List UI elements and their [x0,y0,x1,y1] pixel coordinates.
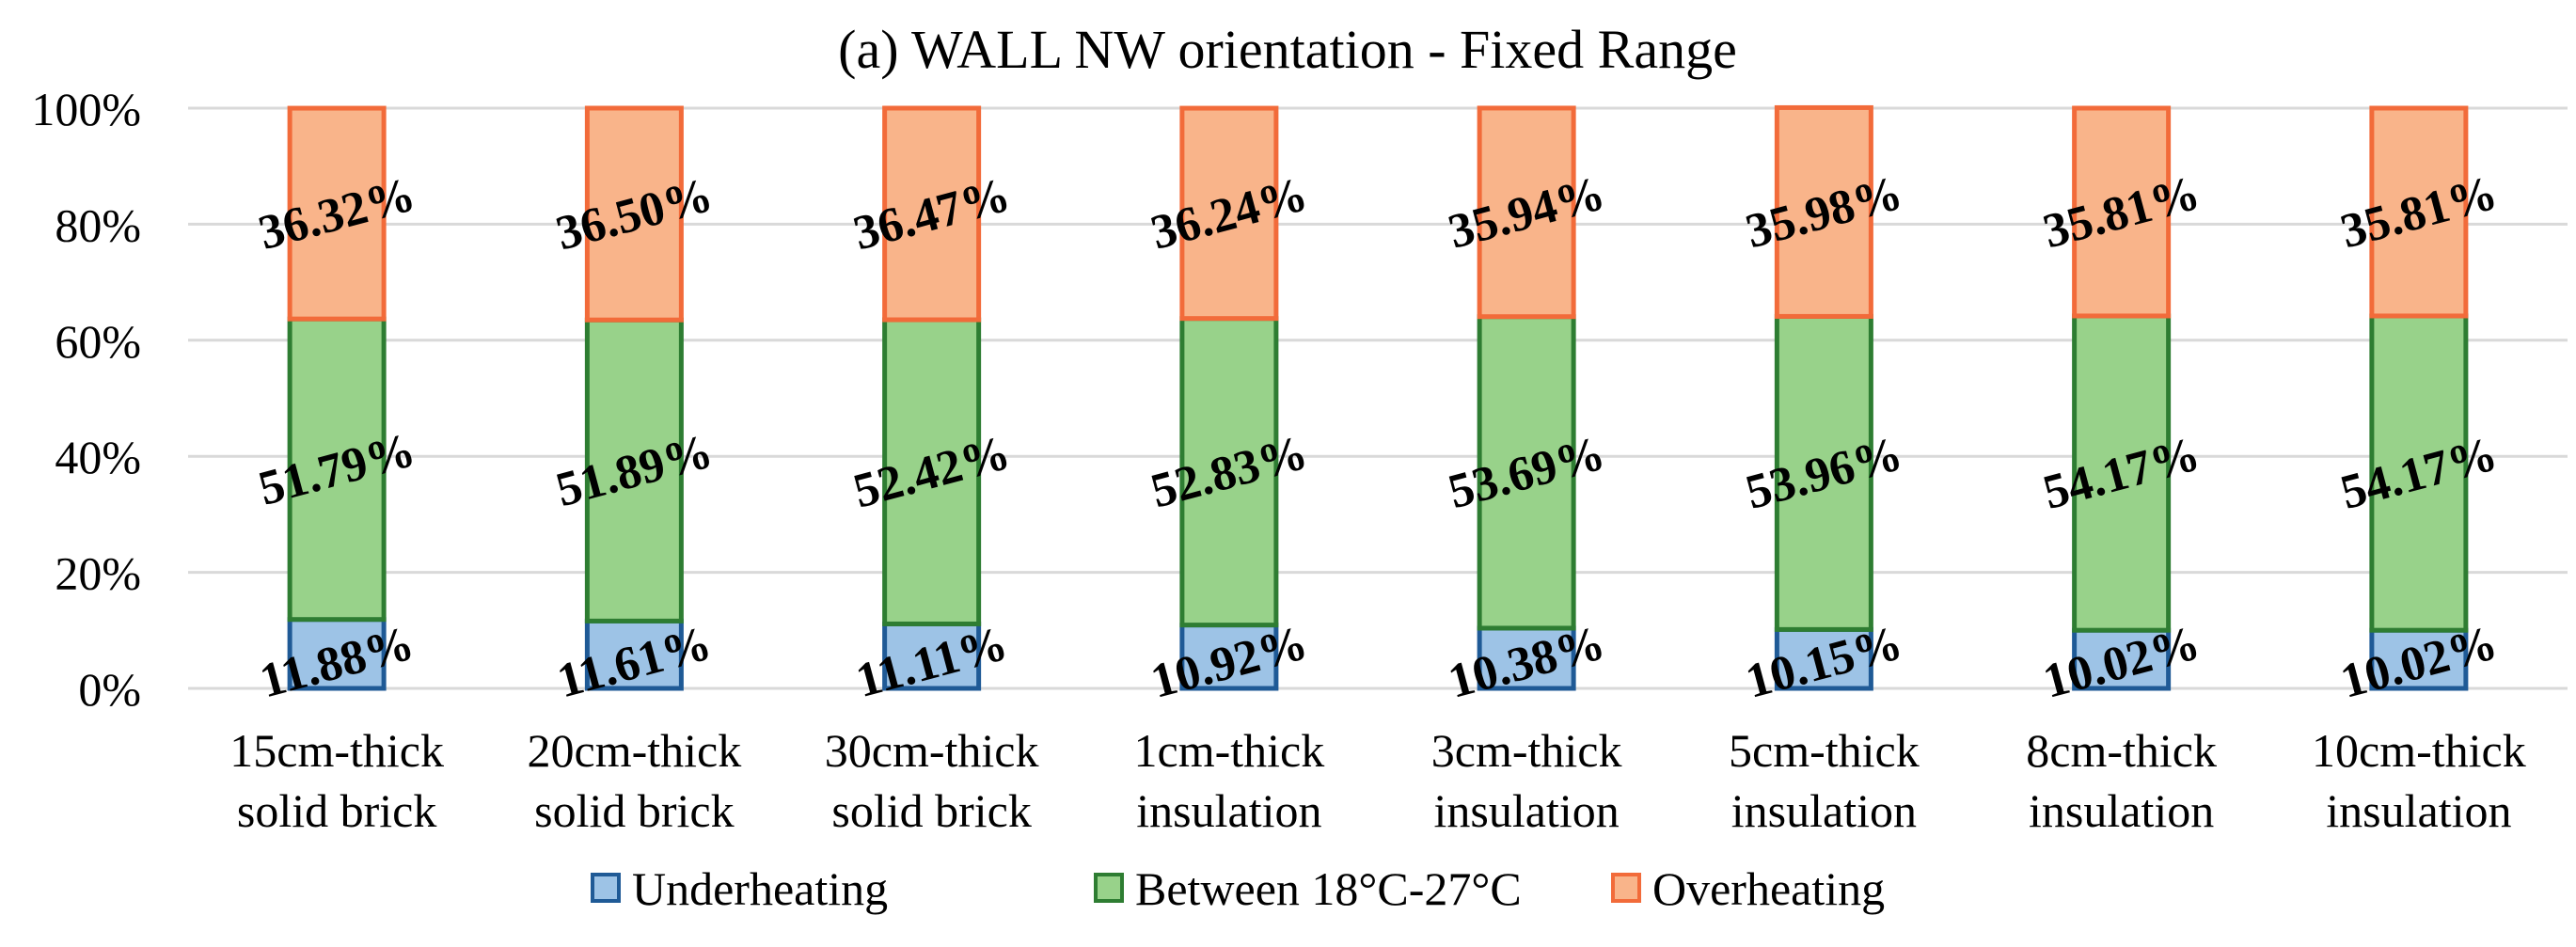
y-tick-label: 0% [78,663,141,716]
x-tick-label: insulation [1434,784,1620,837]
bar-segment [584,105,684,323]
bar-segment [1477,625,1576,691]
bar-segment [584,317,684,623]
y-tick-label: 60% [55,315,141,368]
x-tick-label: 3cm-thick [1431,724,1622,777]
legend-swatch [591,873,621,903]
x-tick-label: 20cm-thick [528,724,742,777]
bar-segment [2369,313,2469,633]
bar-segment [882,621,982,691]
bar-segment [882,105,982,323]
legend-label: Between 18°C-27°C [1135,862,1522,915]
bar-segment [2369,627,2469,691]
bar-segment [882,317,982,626]
bar-segment [2072,627,2172,691]
x-tick-label: 5cm-thick [1729,724,1920,777]
x-axis: 15cm-thick solid brick 20cm-thick solid bri… [229,724,2525,837]
x-tick-label: solid brick [831,784,1031,837]
x-tick-label: 15cm-thick [229,724,444,777]
y-axis: 0% 20% 40% 60% 80% 100% [31,83,141,716]
bar-segment [2369,105,2469,319]
legend-label: Overheating [1652,862,1885,915]
bar-segment [1179,105,1279,322]
legend-swatch [1094,873,1124,903]
legend: Underheating Between 18°C-27°C Overheating [591,862,1885,915]
bar-segment [1774,626,1873,691]
bars [287,104,2469,691]
bar-segment [1774,104,1873,319]
x-tick-label: 8cm-thick [2026,724,2217,777]
bar-segment [2072,105,2172,319]
x-tick-label: 10cm-thick [2312,724,2526,777]
y-tick-label: 100% [31,83,141,135]
y-tick-label: 40% [55,431,141,483]
y-tick-label: 80% [55,198,141,251]
legend-label: Underheating [632,862,888,915]
chart-title: (a) WALL NW orientation - Fixed Range [838,19,1737,80]
gridlines [188,106,2568,690]
x-tick-label: 30cm-thick [825,724,1039,777]
x-tick-label: solid brick [534,784,734,837]
x-tick-label: insulation [1136,784,1321,837]
legend-swatch [1611,873,1641,903]
bar-segment [1477,105,1576,320]
bar-segment [287,105,387,322]
x-tick-label: insulation [1731,784,1917,837]
x-tick-label: insulation [2029,784,2214,837]
y-tick-label: 20% [55,547,141,600]
x-tick-label: solid brick [237,784,436,837]
x-tick-label: insulation [2326,784,2511,837]
bar-segment [1477,314,1576,631]
bar-segment [1179,316,1279,628]
bar-segment [287,316,387,623]
bar-segment [1179,623,1279,691]
x-tick-label: 1cm-thick [1134,724,1325,777]
